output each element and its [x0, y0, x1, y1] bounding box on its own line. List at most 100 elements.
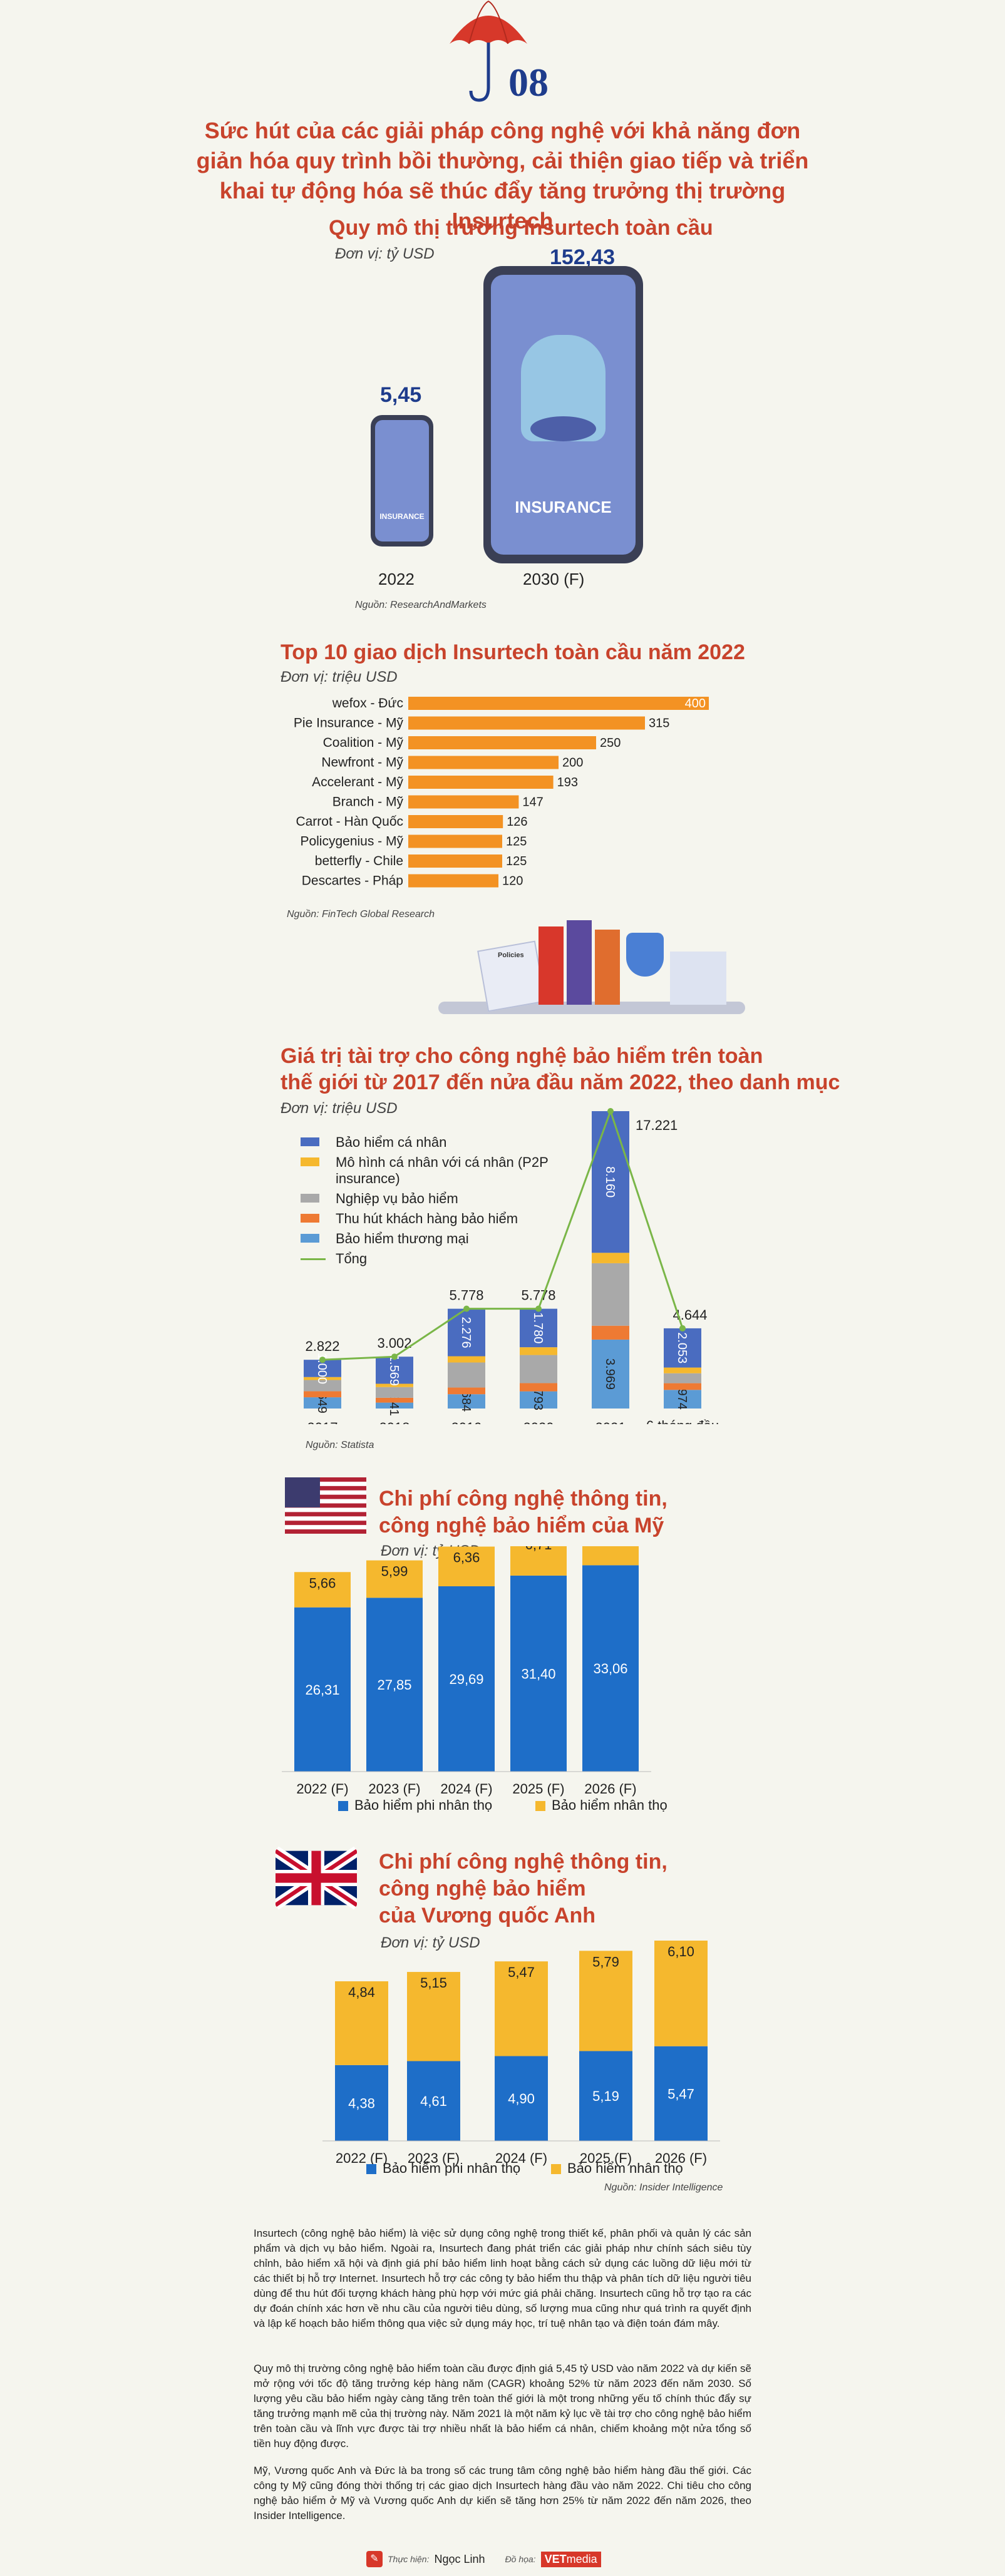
s2-bar	[408, 795, 519, 809]
s5svg-segment	[407, 1972, 460, 2061]
s3-legend-label: Bảo hiểm thương mại	[336, 1231, 469, 1246]
s3-segment	[448, 1394, 485, 1409]
s5svg-value: 5,15	[420, 1975, 447, 1991]
s3-total-point	[607, 1108, 614, 1114]
s5svg-value: 5,47	[667, 2086, 694, 2101]
s5-title-l1: Chi phí công nghệ thông tin,	[379, 1850, 667, 1874]
s2-value: 147	[522, 796, 543, 809]
footer: ✎ Thực hiện: Ngọc Linh Đồ họa: VETmedia	[366, 2550, 601, 2568]
brand-logo: VETmedia	[540, 2551, 601, 2567]
s3-segment	[376, 1357, 413, 1384]
s3-total-label: 5.778	[521, 1288, 555, 1303]
s5svg-segment	[495, 1961, 548, 2056]
s3-segment-label: 1.780	[531, 1312, 545, 1343]
s3-legend-swatch	[301, 1214, 319, 1223]
s3-segment	[664, 1328, 701, 1368]
s1-unit: Đơn vị: tỷ USD	[335, 245, 435, 262]
s3-total-point	[679, 1325, 686, 1332]
s5svg-value: 4,84	[348, 1984, 375, 2000]
s4svg-legend-label: Bảo hiểm nhân thọ	[552, 1797, 667, 1813]
phone-2030-label: INSURANCE	[515, 498, 612, 516]
s2-value: 200	[562, 756, 583, 770]
s5svg-segment	[579, 2051, 632, 2141]
s3-x-label: 2018	[379, 1420, 410, 1424]
s1-source: Nguồn: ResearchAndMarkets	[355, 600, 487, 610]
s4svg-legend-swatch	[338, 1801, 348, 1811]
s4svg-x-label: 2025 (F)	[512, 1781, 564, 1797]
s3-legend-label: Mô hình cá nhân với cá nhân (P2P insuran…	[336, 1154, 549, 1186]
s5svg-value: 5,79	[592, 1954, 619, 1969]
s2-value: 400	[685, 697, 706, 711]
s5svg-segment	[654, 1941, 708, 2046]
phone-2022: INSURANCE	[371, 415, 433, 547]
s2-label: Coalition - Mỹ	[323, 736, 404, 750]
s3-legend-item: Bảo hiểm cá nhân	[301, 1134, 570, 1151]
s5svg-x-label: 2024 (F)	[495, 2150, 547, 2166]
s3-x-label: 2020	[523, 1420, 554, 1424]
s4svg-segment	[294, 1572, 351, 1608]
s4svg-segment	[510, 1546, 567, 1576]
s5svg-legend-swatch	[366, 2164, 376, 2174]
s1-x-2022: 2022	[378, 570, 415, 588]
s3-unit: Đơn vị: triệu USD	[281, 1100, 398, 1117]
s2-bar	[408, 736, 596, 749]
s2-bar	[408, 854, 502, 868]
s4svg-x-label: 2026 (F)	[584, 1781, 636, 1797]
s3-segment	[592, 1111, 629, 1253]
s3-legend-item: Nghiệp vụ bảo hiểm	[301, 1191, 570, 1207]
s3-legend-swatch	[301, 1258, 326, 1260]
policies-folder: Policies	[498, 952, 524, 959]
s3-legend-label: Thu hút khách hàng bảo hiểm	[336, 1211, 518, 1226]
s4svg-segment	[294, 1607, 351, 1772]
s3-x-label: 2021	[595, 1420, 626, 1424]
paragraph-2: Quy mô thị trường công nghệ bảo hiểm toà…	[254, 2363, 751, 2450]
s4svg-value: 6,71	[525, 1546, 552, 1552]
s3-total-label: 2.822	[305, 1338, 339, 1354]
s3-segment	[304, 1397, 341, 1409]
s3-segment	[448, 1362, 485, 1388]
s5svg-value: 4,38	[348, 2095, 375, 2111]
s3-segment	[376, 1387, 413, 1398]
s1-value-2022: 5,45	[380, 383, 422, 407]
s2-value: 120	[502, 875, 523, 888]
s5svg-segment	[579, 1951, 632, 2051]
s2-bar	[408, 697, 709, 710]
s5svg-x-label: 2023 (F)	[408, 2150, 460, 2166]
author-icon: ✎	[366, 2551, 383, 2567]
s2-label: betterfly - Chile	[315, 854, 403, 868]
s4svg-segment	[582, 1565, 639, 1772]
s3-segment	[664, 1383, 701, 1390]
s3-chart: 6491.0002.82220173411.5693.00220186842.2…	[304, 1108, 719, 1424]
s4-chart: 26,31 5,66 2022 (F) 27,85 5,99 2023 (F) 29,69 6…	[282, 1546, 667, 1813]
s4svg-segment	[510, 1575, 567, 1772]
paragraph-3: Mỹ, Vương quốc Anh và Đức là ba trong số…	[254, 2465, 751, 2522]
s2-label: wefox - Đức	[332, 696, 403, 711]
s3-segment	[664, 1367, 701, 1373]
s2-title: Top 10 giao dịch Insurtech toàn cầu năm …	[281, 640, 745, 664]
s4svg-segment	[366, 1560, 423, 1598]
s5svg-x-label: 2025 (F)	[580, 2150, 632, 2166]
s4svg-segment	[582, 1546, 639, 1566]
s3-segment	[448, 1387, 485, 1395]
s4svg-segment	[438, 1546, 495, 1586]
s5svg-value: 4,61	[420, 2093, 447, 2109]
s3-segment-label: 1.569	[387, 1355, 401, 1386]
s4-title-l1: Chi phí công nghệ thông tin,	[379, 1487, 667, 1511]
uk-flag-icon	[276, 1847, 357, 1909]
s5svg-segment	[495, 2056, 548, 2141]
s2-source: Nguồn: FinTech Global Research	[287, 909, 435, 920]
s3-segment-label: 793	[531, 1390, 545, 1410]
s3-legend-swatch	[301, 1157, 319, 1166]
s4svg-segment	[366, 1598, 423, 1772]
s2-bar	[408, 716, 645, 730]
s3-segment	[520, 1308, 557, 1348]
thuc-hien-label: Thực hiện:	[388, 2554, 430, 2564]
s3-legend-swatch	[301, 1137, 319, 1146]
s3-legend-swatch	[301, 1234, 319, 1243]
brand-logo-a: VET	[544, 2552, 567, 2565]
s3-total-line	[322, 1108, 684, 1361]
s4svg-value: 5,99	[381, 1564, 408, 1579]
s3-segment	[664, 1390, 701, 1409]
s3-segment	[304, 1391, 341, 1398]
s3-total-point	[535, 1305, 542, 1312]
